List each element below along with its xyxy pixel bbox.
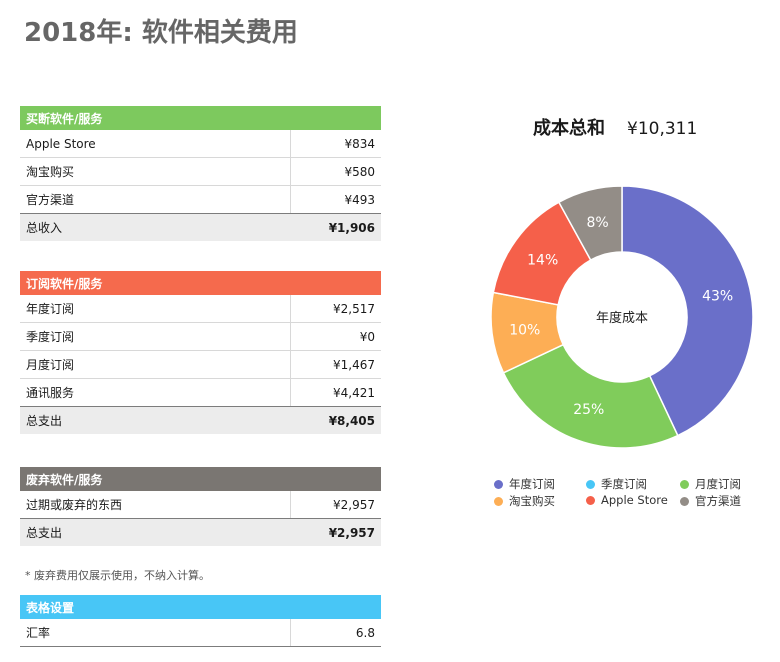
buyout-header: 买断软件/服务 [20,106,381,130]
legend-swatch [494,496,503,506]
legend-swatch [586,495,595,505]
row-label[interactable]: 汇率 [20,619,291,647]
donut-chart[interactable]: 43% 25% 10% 14% 8% 年度成本 [480,175,764,459]
chart-title: 成本总和 ¥10,311 [533,114,697,140]
slice-label: 10% [509,322,540,338]
legend-label: Apple Store [601,493,668,507]
buyout-table: 买断软件/服务 Apple Store ¥834 淘宝购买 ¥580 官方渠道 … [20,106,381,241]
slice-label: 25% [573,402,604,418]
slice-label: 8% [587,215,609,231]
chart-total-value: ¥10,311 [627,119,698,139]
table-row: 汇率 6.8 [20,619,381,647]
donut-center-label: 年度成本 [596,310,648,326]
legend-label: 季度订阅 [601,477,647,491]
legend-swatch [494,479,503,489]
table-row: 季度订阅 ¥0 [20,322,381,351]
chart-title-text: 成本总和 [533,118,605,139]
total-value[interactable]: ¥2,957 [290,518,381,546]
legend-swatch [680,496,689,506]
row-label[interactable]: 年度订阅 [20,295,291,323]
row-label[interactable]: 淘宝购买 [20,157,291,186]
table-header: 订阅软件/服务 [20,271,381,295]
table-row: 年度订阅 ¥2,517 [20,295,381,323]
total-row: 总收入 ¥1,906 [20,213,381,241]
legend-item[interactable]: 年度订阅 [494,476,555,492]
subscription-table: 订阅软件/服务 年度订阅 ¥2,517 季度订阅 ¥0 月度订阅 ¥1,467 … [20,271,381,434]
subscription-header: 订阅软件/服务 [20,271,381,295]
row-label[interactable]: Apple Store [20,130,291,158]
legend-label: 官方渠道 [695,494,741,508]
table-row: Apple Store ¥834 [20,130,381,158]
row-value[interactable]: ¥2,517 [290,295,381,323]
pie-slice[interactable] [502,343,679,449]
row-label[interactable]: 通讯服务 [20,378,291,407]
legend-label: 年度订阅 [509,477,555,491]
total-label[interactable]: 总支出 [20,406,291,434]
total-value[interactable]: ¥8,405 [290,406,381,434]
total-row: 总支出 ¥2,957 [20,518,381,546]
table-row: 月度订阅 ¥1,467 [20,350,381,379]
abandoned-header: 废弃软件/服务 [20,467,381,491]
legend-label: 淘宝购买 [509,494,555,508]
settings-table: 表格设置 汇率 6.8 [20,595,381,647]
row-value[interactable]: ¥493 [290,185,381,214]
table-row: 过期或废弃的东西 ¥2,957 [20,491,381,519]
legend-item[interactable]: 官方渠道 [680,493,741,509]
table-row: 通讯服务 ¥4,421 [20,378,381,407]
table-header: 买断软件/服务 [20,106,381,130]
row-value[interactable]: ¥834 [290,130,381,158]
row-value[interactable]: ¥2,957 [290,491,381,519]
total-value[interactable]: ¥1,906 [290,213,381,241]
slice-label: 43% [702,289,733,305]
row-value[interactable]: ¥4,421 [290,378,381,407]
slice-label: 14% [527,252,558,268]
row-label[interactable]: 过期或废弃的东西 [20,491,291,519]
row-label[interactable]: 季度订阅 [20,322,291,351]
pie-slice[interactable] [557,185,623,262]
row-value[interactable]: ¥0 [290,322,381,351]
total-row: 总支出 ¥8,405 [20,406,381,434]
abandoned-table: 废弃软件/服务 过期或废弃的东西 ¥2,957 总支出 ¥2,957 [20,467,381,546]
legend-item[interactable]: 季度订阅 [586,476,647,492]
legend-item[interactable]: 月度订阅 [680,476,741,492]
table-header: 废弃软件/服务 [20,467,381,491]
row-value[interactable]: ¥580 [290,157,381,186]
total-label[interactable]: 总支出 [20,518,291,546]
row-label[interactable]: 月度订阅 [20,350,291,379]
row-value[interactable]: ¥1,467 [290,350,381,379]
table-header: 表格设置 [20,595,381,619]
legend-label: 月度订阅 [695,477,741,491]
legend-item[interactable]: 淘宝购买 [494,493,555,509]
table-row: 官方渠道 ¥493 [20,185,381,214]
row-value[interactable]: 6.8 [290,619,381,647]
page-title: 2018年: 软件相关费用 [24,18,298,48]
legend-swatch [680,479,689,489]
total-label[interactable]: 总收入 [20,213,291,241]
legend-item[interactable]: Apple Store [586,493,668,507]
legend-swatch [586,479,595,489]
settings-header: 表格设置 [20,595,381,619]
pie-slice[interactable] [621,185,754,437]
footnote: * 废弃费用仅展示使用，不纳入计算。 [25,569,210,582]
row-label[interactable]: 官方渠道 [20,185,291,214]
table-row: 淘宝购买 ¥580 [20,157,381,186]
